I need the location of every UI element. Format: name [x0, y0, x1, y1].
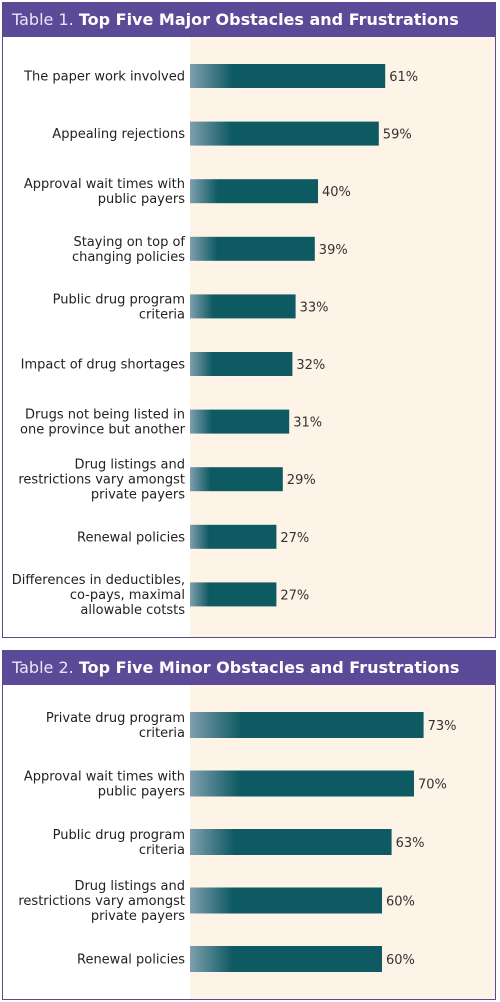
bar: [190, 829, 392, 855]
bar: [190, 770, 414, 797]
bar: [190, 179, 318, 204]
category-label: co-pays, maximal: [70, 588, 185, 603]
bar: [190, 524, 277, 549]
value-label: 61%: [389, 70, 418, 85]
table-2-prefix: Table 2.: [12, 658, 74, 677]
category-label: Public drug program: [53, 292, 185, 307]
value-label: 40%: [322, 185, 351, 200]
value-label: 70%: [418, 778, 447, 793]
table-1-title: Top Five Major Obstacles and Frustration…: [78, 10, 459, 29]
category-label: private payers: [91, 488, 185, 503]
value-label: 73%: [428, 719, 457, 734]
table-1-header: Table 1. Top Five Major Obstacles and Fr…: [3, 3, 495, 37]
table-1-panel: Table 1. Top Five Major Obstacles and Fr…: [2, 2, 496, 638]
category-label: restrictions vary amongst: [18, 473, 185, 488]
category-label: Renewal policies: [77, 530, 185, 545]
category-label: Public drug program: [53, 828, 185, 843]
category-label: changing policies: [72, 250, 185, 265]
value-label: 27%: [280, 531, 309, 546]
bar: [190, 64, 386, 88]
bar: [190, 294, 296, 319]
bar: [190, 467, 283, 492]
bar: [190, 887, 382, 914]
category-label: private payers: [91, 909, 185, 924]
value-label: 39%: [319, 243, 348, 258]
bar: [190, 236, 315, 261]
value-label: 27%: [280, 588, 309, 603]
category-label: public payers: [98, 785, 186, 800]
value-label: 63%: [396, 836, 425, 851]
bar: [190, 946, 382, 972]
value-label: 60%: [386, 895, 415, 910]
category-label: Impact of drug shortages: [21, 358, 186, 373]
category-label: criteria: [139, 307, 185, 322]
value-label: 60%: [386, 953, 415, 968]
bar: [190, 352, 293, 376]
bar: [190, 409, 290, 434]
category-label: Drug listings and: [74, 458, 185, 473]
category-label: Approval wait times with: [24, 770, 185, 785]
table-1-prefix: Table 1.: [12, 10, 74, 29]
value-label: 33%: [300, 300, 329, 315]
category-label: criteria: [139, 843, 185, 858]
value-label: 29%: [287, 473, 316, 488]
bar: [190, 121, 379, 146]
value-label: 32%: [296, 358, 325, 373]
value-label: 31%: [293, 416, 322, 431]
category-label: one province but another: [20, 423, 186, 438]
category-label: restrictions vary amongst: [18, 894, 185, 909]
bar: [190, 712, 424, 738]
category-label: Staying on top of: [73, 235, 185, 250]
category-label: The paper work involved: [23, 70, 185, 85]
table-1-chart: The paper work involved 61% Appealing reje…: [12, 37, 495, 637]
bar: [190, 582, 277, 607]
table-2-panel: Table 2. Top Five Minor Obstacles and Fr…: [2, 650, 496, 1000]
category-label: criteria: [139, 726, 185, 741]
category-label: Renewal policies: [77, 953, 185, 968]
table-2-title: Top Five Minor Obstacles and Frustration…: [78, 658, 460, 677]
value-label: 59%: [383, 128, 412, 143]
category-label: Private drug program: [46, 711, 185, 726]
category-label: public payers: [98, 192, 186, 207]
category-label: Drug listings and: [74, 879, 185, 894]
category-label: Approval wait times with: [24, 177, 185, 192]
table-2-header: Table 2. Top Five Minor Obstacles and Fr…: [3, 651, 495, 685]
category-label: Drugs not being listed in: [25, 408, 185, 423]
category-label: Appealing rejections: [52, 127, 185, 142]
category-label: allowable cotsts: [80, 603, 185, 618]
category-label: Differences in deductibles,: [12, 573, 185, 588]
